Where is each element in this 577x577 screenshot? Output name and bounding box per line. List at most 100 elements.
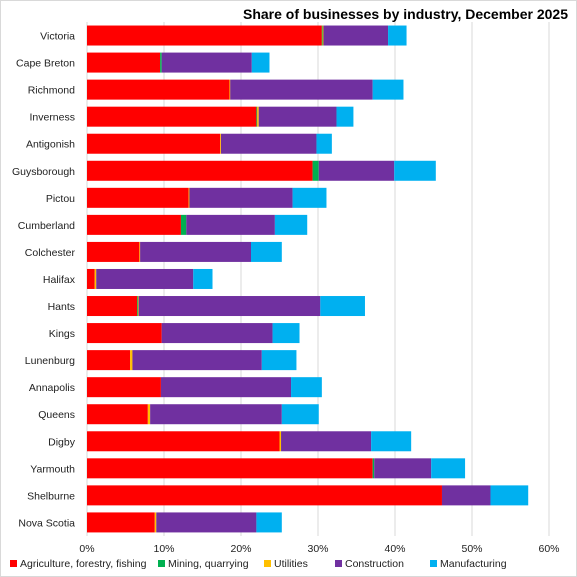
category-label: Richmond [28, 85, 75, 97]
category-label: Victoria [40, 31, 75, 43]
legend-label: Utilities [274, 558, 308, 570]
bar-segment [274, 214, 308, 235]
bar-segment [87, 485, 442, 506]
chart-title: Share of businesses by industry, Decembe… [243, 6, 568, 22]
legend-label: Construction [345, 558, 404, 570]
bar-segment [320, 296, 365, 317]
bar-segment [323, 25, 389, 46]
bar-segment [87, 241, 140, 262]
bar-segment [374, 458, 432, 479]
bar-segment [257, 106, 259, 127]
bar-segment [96, 268, 194, 289]
bar-segment [156, 512, 257, 533]
bars [87, 25, 529, 533]
x-axis-tick-labels: 0% 10% 20% 30% 40% 50% 60% [79, 543, 559, 555]
category-label: Colchester [25, 247, 76, 259]
bar-segment [87, 187, 189, 208]
legend-swatch [158, 560, 165, 567]
bar-segment [87, 133, 221, 154]
bar-segment [132, 350, 262, 371]
legend-swatch [10, 560, 17, 567]
bar-segment [312, 160, 319, 181]
bar-segment [292, 187, 327, 208]
bar-segment [186, 214, 275, 235]
bar-segment [87, 79, 230, 100]
bar-segment [258, 106, 337, 127]
bar-segment [87, 512, 155, 533]
bar-segment [87, 431, 280, 452]
bar-segment [490, 485, 529, 506]
bar-segment [87, 323, 162, 344]
legend-swatch [430, 560, 437, 567]
category-label: Shelburne [27, 490, 75, 502]
bar-segment [281, 431, 372, 452]
category-label: Lunenburg [25, 355, 75, 367]
bar-segment [256, 512, 282, 533]
bar-segment [316, 133, 332, 154]
bar-segment [230, 79, 373, 100]
bar-segment [161, 52, 252, 73]
bar-segment [160, 52, 162, 73]
bar-segment [261, 350, 297, 371]
x-tick-label: 0% [79, 543, 94, 555]
bar-segment [272, 323, 300, 344]
x-tick-label: 30% [307, 543, 328, 555]
bar-segment [193, 268, 213, 289]
category-label: Antigonish [26, 139, 75, 151]
x-tick-label: 10% [153, 543, 174, 555]
x-tick-label: 40% [384, 543, 405, 555]
bar-segment [87, 296, 138, 317]
category-label: Kings [49, 328, 75, 340]
category-label: Pictou [46, 193, 75, 205]
bar-segment [256, 106, 258, 127]
bar-segment [251, 241, 282, 262]
bar-segment [87, 52, 161, 73]
bar-segment [137, 296, 139, 317]
category-label: Halifax [43, 274, 76, 286]
legend-label: Agriculture, forestry, fishing [20, 558, 147, 570]
category-label: Annapolis [29, 382, 75, 394]
bar-segment [154, 512, 157, 533]
bar-segment [150, 404, 282, 425]
legend-label: Mining, quarrying [168, 558, 249, 570]
bar-segment [139, 241, 141, 262]
bar-segment [87, 458, 373, 479]
bar-segment [336, 106, 354, 127]
bar-segment [87, 268, 95, 289]
category-label: Nova Scotia [18, 517, 75, 529]
category-label: Cape Breton [16, 58, 75, 70]
bar-segment [388, 25, 407, 46]
category-label: Yarmouth [30, 463, 75, 475]
bar-segment [229, 79, 231, 100]
category-label: Guysborough [12, 166, 75, 178]
legend-swatch [264, 560, 271, 567]
x-tick-label: 50% [461, 543, 482, 555]
bar-segment [87, 25, 322, 46]
bar-segment [147, 404, 151, 425]
category-label: Cumberland [18, 220, 75, 232]
bar-segment [87, 160, 313, 181]
legend: Agriculture, forestry, fishing Mining, qu… [10, 558, 507, 570]
legend-label: Manufacturing [440, 558, 507, 570]
bar-segment [441, 485, 491, 506]
bar-segment [130, 350, 133, 371]
category-label: Hants [48, 301, 75, 313]
bar-segment [281, 404, 319, 425]
bar-segment [318, 160, 395, 181]
bar-segment [251, 52, 270, 73]
bar-segment [188, 187, 190, 208]
x-tick-label: 60% [538, 543, 559, 555]
category-label: Digby [48, 436, 76, 448]
category-label: Inverness [29, 112, 75, 124]
bar-segment [322, 25, 324, 46]
bar-segment [87, 350, 131, 371]
bar-segment [138, 296, 321, 317]
bar-segment [140, 241, 252, 262]
bar-segment [87, 106, 257, 127]
bar-segment [372, 79, 404, 100]
bar-segment [87, 404, 148, 425]
bar-segment [371, 431, 412, 452]
bar-segment [220, 133, 317, 154]
bar-segment [291, 377, 322, 398]
